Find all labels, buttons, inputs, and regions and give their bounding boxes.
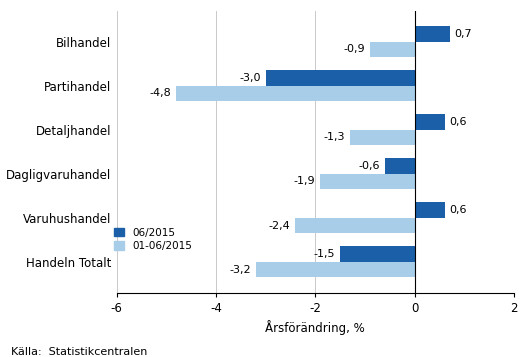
Bar xyxy=(296,218,415,233)
Text: 0,6: 0,6 xyxy=(449,117,467,127)
Bar xyxy=(256,262,415,277)
Text: -4,8: -4,8 xyxy=(149,88,171,98)
Bar xyxy=(385,159,415,174)
Bar xyxy=(415,26,449,41)
Text: -0,9: -0,9 xyxy=(343,44,365,54)
Bar xyxy=(320,174,415,189)
Bar xyxy=(176,86,415,101)
Legend: 06/2015, 01-06/2015: 06/2015, 01-06/2015 xyxy=(114,228,192,251)
Text: -1,9: -1,9 xyxy=(294,176,315,186)
Text: -1,5: -1,5 xyxy=(314,249,335,259)
Text: -1,3: -1,3 xyxy=(324,132,345,142)
Text: -3,0: -3,0 xyxy=(239,73,261,83)
X-axis label: Årsförändring, %: Årsförändring, % xyxy=(266,320,365,335)
Text: -2,4: -2,4 xyxy=(269,221,290,231)
Text: -0,6: -0,6 xyxy=(358,161,380,171)
Bar xyxy=(415,114,445,130)
Text: -3,2: -3,2 xyxy=(229,265,251,275)
Text: 0,7: 0,7 xyxy=(455,29,472,39)
Bar xyxy=(266,70,415,86)
Bar xyxy=(370,41,415,57)
Bar xyxy=(415,202,445,218)
Bar xyxy=(340,246,415,262)
Text: 0,6: 0,6 xyxy=(449,205,467,215)
Text: Källa:  Statistikcentralen: Källa: Statistikcentralen xyxy=(11,347,147,357)
Bar xyxy=(350,130,415,145)
